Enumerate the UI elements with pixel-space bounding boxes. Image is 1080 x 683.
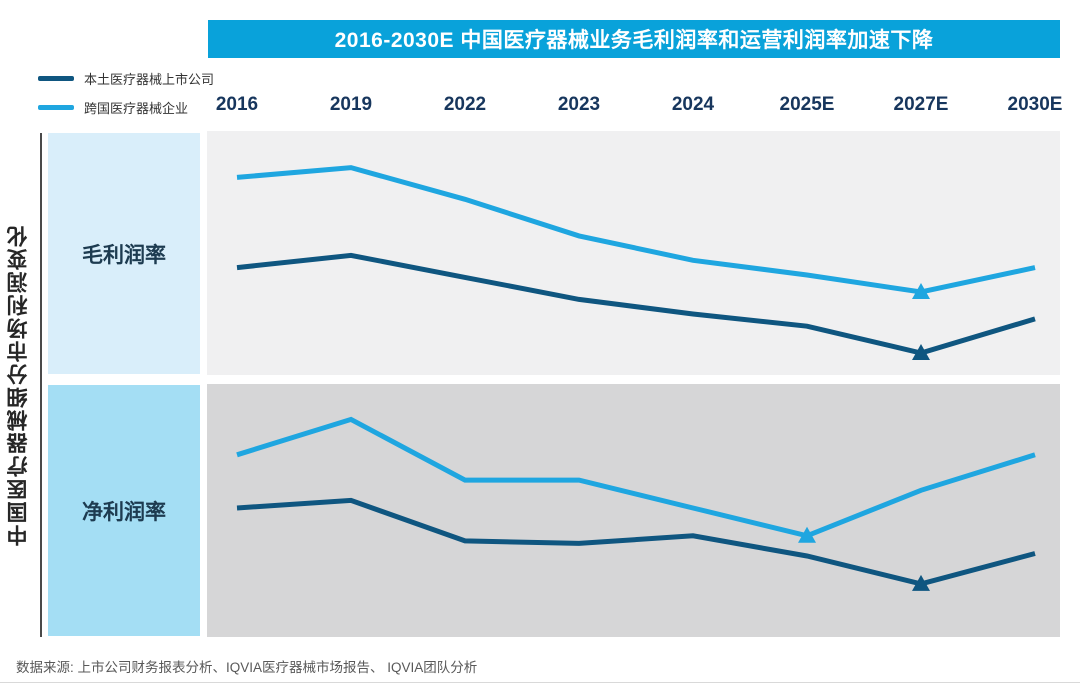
line-series xyxy=(236,165,1036,295)
legend-label-domestic: 本土医疗器械上市公司 xyxy=(84,72,215,87)
x-axis-label: 2027E xyxy=(893,94,949,115)
row-label-gross-margin-text: 毛利润率 xyxy=(82,243,166,267)
x-axis-label: 2030E xyxy=(1007,94,1063,115)
axis-divider-line xyxy=(40,133,42,637)
legend-item-domestic: 本土医疗器械上市公司 xyxy=(38,69,214,88)
chart-title: 2016-2030E 中国医疗器械业务毛利润率和运营利润率加速下降 xyxy=(208,20,1060,58)
legend-label-multinational: 跨国医疗器械企业 xyxy=(84,101,189,116)
triangle-marker xyxy=(912,574,930,591)
x-axis-label: 2023 xyxy=(557,94,601,115)
row-label-net-margin-text: 净利润率 xyxy=(82,500,166,524)
x-axis-label: 2016 xyxy=(215,94,259,115)
net-margin-line-chart xyxy=(207,384,1060,637)
x-axis-label: 2025E xyxy=(779,94,835,115)
y-axis-title: 中国医疗器械细分市场利润变化 xyxy=(2,133,36,637)
line-series xyxy=(236,252,1036,356)
line-series xyxy=(236,497,1036,587)
data-source-note: 数据来源: 上市公司财务报表分析、IQVIA医疗器械市场报告、 IQVIA团队分… xyxy=(16,660,478,675)
row-label-gross-margin: 毛利润率 xyxy=(48,133,200,374)
triangle-marker xyxy=(912,283,930,299)
legend-item-multinational: 跨国医疗器械企业 xyxy=(38,98,214,117)
triangle-marker xyxy=(912,344,930,360)
x-axis: 2016 2019 2022 2023 2024 2025E 2027E 2030E xyxy=(0,94,1080,118)
x-axis-label: 2019 xyxy=(329,94,373,115)
row-label-net-margin: 净利润率 xyxy=(48,385,200,636)
domestic-line-swatch xyxy=(38,76,74,81)
legend: 本土医疗器械上市公司 跨国医疗器械企业 xyxy=(38,69,214,127)
x-axis-label: 2024 xyxy=(671,94,715,115)
multinational-line-swatch xyxy=(38,105,74,110)
x-axis-label: 2022 xyxy=(443,94,487,115)
triangle-marker xyxy=(798,526,816,543)
y-axis-title-text: 中国医疗器械细分市场利润变化 xyxy=(7,224,30,546)
line-series xyxy=(236,416,1036,539)
gross-margin-line-chart xyxy=(207,131,1060,375)
